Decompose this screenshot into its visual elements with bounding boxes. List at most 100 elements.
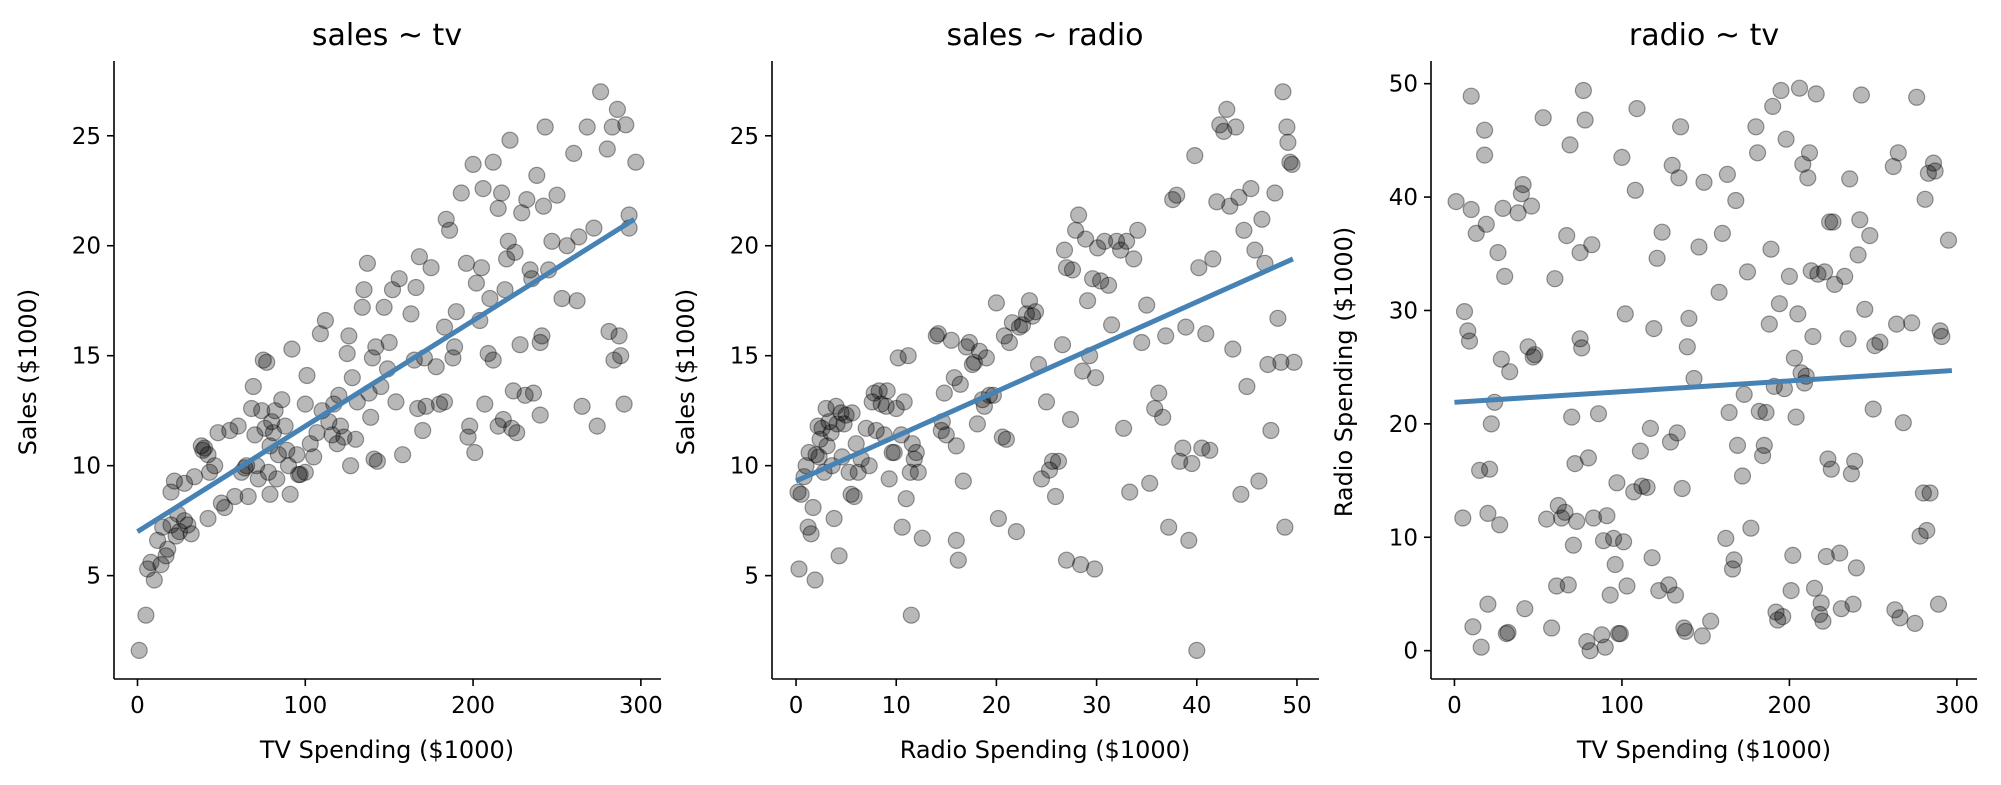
scatter-point xyxy=(865,384,883,402)
scatter-point xyxy=(1906,614,1924,633)
scatter-point xyxy=(1787,408,1805,426)
scatter-point xyxy=(1568,512,1586,531)
x-tick-label: 200 xyxy=(451,693,495,719)
scatter-point xyxy=(1800,144,1819,162)
x-axis-label: TV Spending ($1000) xyxy=(259,736,514,764)
scatter-point xyxy=(1088,239,1107,257)
scatter-point xyxy=(441,221,459,239)
scatter-point xyxy=(1693,627,1711,645)
scatter-point xyxy=(1086,369,1105,387)
scatter-point xyxy=(501,131,519,149)
scatter-point xyxy=(1197,325,1215,343)
scatter-point xyxy=(1479,595,1497,613)
scatter-point xyxy=(1790,79,1809,97)
scatter-point xyxy=(1579,449,1598,467)
scatter-point xyxy=(997,430,1016,448)
scatter-point xyxy=(899,347,917,365)
scatter-point xyxy=(617,116,635,134)
scatter-point xyxy=(1675,619,1693,637)
scatter-point xyxy=(521,261,539,279)
scatter-point xyxy=(1057,551,1076,569)
scatter-point xyxy=(254,351,272,369)
scatter-point xyxy=(1043,452,1062,470)
scatter-point xyxy=(1071,555,1090,574)
scatter-point xyxy=(358,254,376,272)
scatter-point xyxy=(444,349,462,367)
scatter-point xyxy=(585,219,603,237)
scatter-point xyxy=(457,254,475,272)
scatter-point xyxy=(885,443,903,462)
scatter-point xyxy=(328,435,346,453)
scatter-point xyxy=(1598,507,1616,525)
scatter-point xyxy=(1825,275,1844,293)
scatter-point xyxy=(1747,118,1765,136)
x-tick-label: 0 xyxy=(130,693,145,719)
scatter-point xyxy=(1459,322,1477,340)
scatter-point xyxy=(1728,436,1747,454)
x-tick-label: 50 xyxy=(1282,693,1311,719)
scatter-point xyxy=(1695,173,1713,191)
scatter-point xyxy=(1710,283,1728,301)
scatter-point xyxy=(1926,162,1944,180)
scatter-point xyxy=(1584,509,1603,527)
scatter-point xyxy=(467,274,485,292)
scatter-point xyxy=(1259,355,1277,374)
scatter-point xyxy=(1718,165,1737,183)
scatter-point xyxy=(1571,330,1589,348)
scatter-point xyxy=(1713,224,1732,242)
scatter-point xyxy=(1522,197,1541,215)
scatter-point xyxy=(1785,349,1804,367)
scatter-point xyxy=(226,487,244,506)
scatter-point xyxy=(472,259,491,277)
scatter-point xyxy=(1492,350,1510,368)
scatter-point xyxy=(927,327,945,345)
scatter-point xyxy=(506,243,524,261)
scatter-point xyxy=(452,184,470,202)
scatter-point xyxy=(367,338,385,356)
scatter-point xyxy=(1221,197,1239,215)
scatter-point xyxy=(1460,332,1479,350)
scatter-point xyxy=(818,437,836,455)
scatter-point xyxy=(954,472,972,490)
scatter-point xyxy=(365,450,383,468)
scatter-point xyxy=(212,494,230,512)
scatter-point xyxy=(612,347,630,365)
scatter-point xyxy=(363,349,381,367)
scatter-point xyxy=(1279,133,1297,151)
panel-sales-tv: sales ~ tv 0 100 200 300 5 10 15 20 25 TV Spendi… xyxy=(14,18,663,764)
scatter-point xyxy=(1780,267,1799,285)
scatter-point xyxy=(1464,618,1482,636)
scatter-point xyxy=(1676,622,1695,641)
scatter-point xyxy=(1578,632,1596,651)
scatter-point xyxy=(1274,83,1292,101)
scatter-point xyxy=(201,463,219,481)
regression-line xyxy=(795,256,1294,484)
axes: 0 100 200 300 0 10 20 30 40 50 xyxy=(1389,61,1979,719)
scatter-point xyxy=(1032,470,1051,488)
scatter-point xyxy=(268,470,286,488)
scatter-point xyxy=(895,393,913,411)
scatter-point xyxy=(1690,238,1708,256)
scatter-point xyxy=(1177,318,1195,336)
scatter-point xyxy=(1738,263,1757,281)
scatter-point xyxy=(516,386,534,404)
scatter-point xyxy=(343,369,361,387)
scatter-point xyxy=(878,382,896,400)
y-tick-label: 15 xyxy=(730,344,759,370)
scatter-point xyxy=(1777,130,1795,148)
scatter-point xyxy=(809,417,827,435)
scatter-point xyxy=(263,413,281,431)
scatter-point xyxy=(1556,503,1574,521)
scatter-point xyxy=(1494,199,1512,217)
y-axis-label: Sales ($1000) xyxy=(672,289,700,456)
scatter-point xyxy=(945,369,963,387)
scatter-point xyxy=(229,417,247,435)
scatter-point xyxy=(1174,439,1192,457)
scatter-point xyxy=(1861,227,1879,245)
scatter-point xyxy=(1894,414,1912,432)
y-tick-label: 10 xyxy=(730,454,759,480)
scatter-point xyxy=(296,395,314,413)
scatter-point xyxy=(799,518,817,536)
scatter-point xyxy=(1594,532,1613,550)
